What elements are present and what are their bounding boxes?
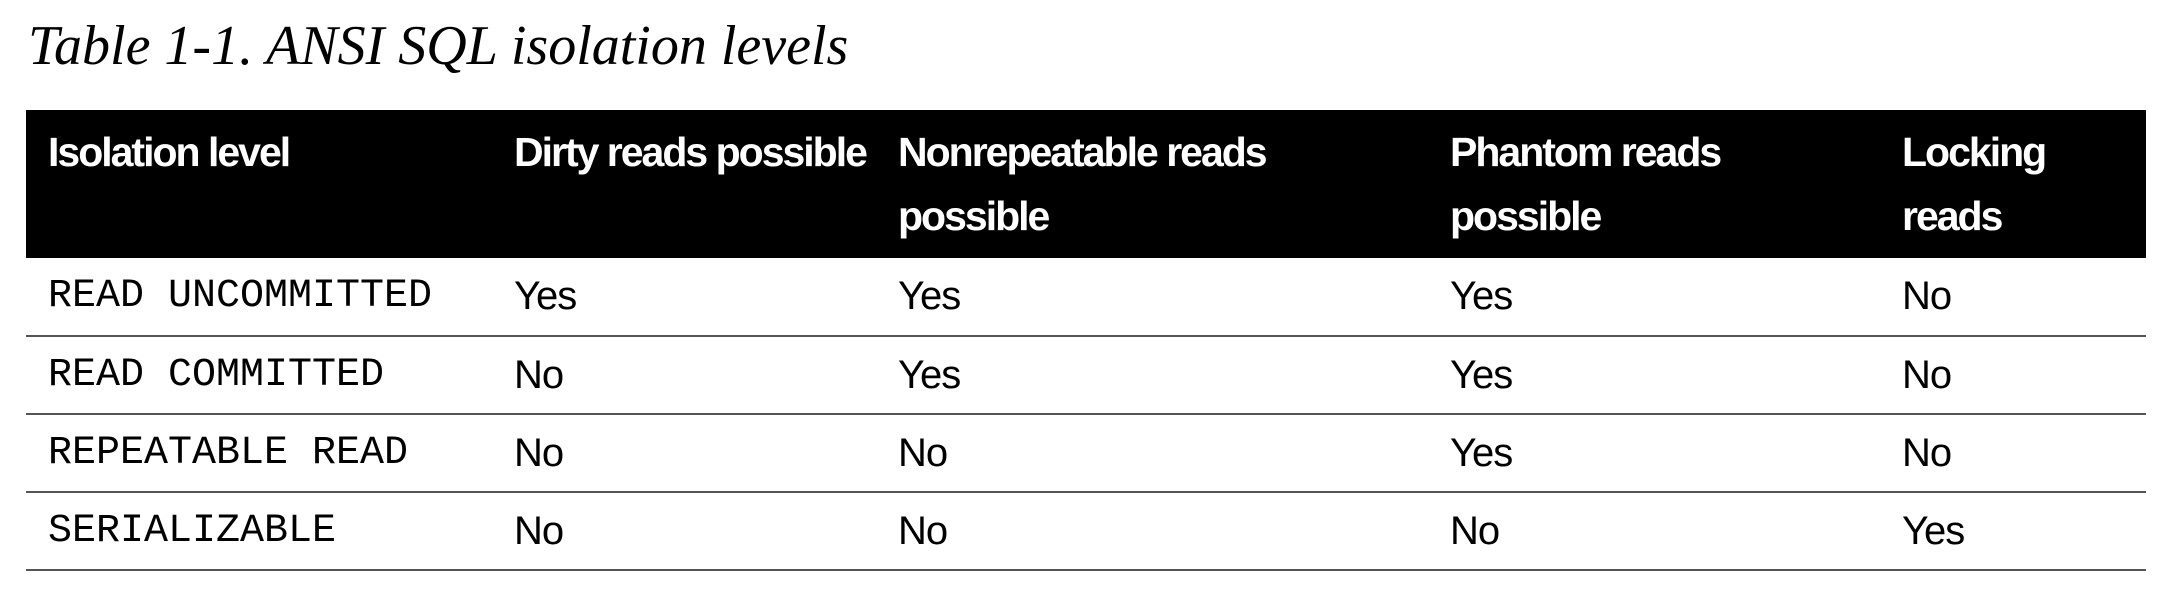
cell-nonrepeatable-reads: No	[876, 492, 1428, 571]
table-header-row: Isolation level Dirty reads possible Non…	[26, 110, 2146, 258]
table-row: SERIALIZABLE No No No Yes	[26, 492, 2146, 571]
cell-nonrepeatable-reads: Yes	[876, 336, 1428, 415]
cell-nonrepeatable-reads: Yes	[876, 258, 1428, 337]
cell-phantom-reads: Yes	[1428, 336, 1880, 415]
cell-phantom-reads: Yes	[1428, 414, 1880, 493]
isolation-levels-table: Isolation level Dirty reads possible Non…	[26, 110, 2146, 571]
cell-locking-reads: No	[1880, 258, 2146, 337]
table-caption: Table 1-1. ANSI SQL isolation levels	[28, 15, 849, 77]
cell-isolation-level: READ COMMITTED	[26, 336, 492, 415]
table-row: READ UNCOMMITTED Yes Yes Yes No	[26, 258, 2146, 337]
cell-dirty-reads: No	[492, 414, 876, 493]
cell-locking-reads: Yes	[1880, 492, 2146, 571]
cell-phantom-reads: Yes	[1428, 258, 1880, 337]
table-row: REPEATABLE READ No No Yes No	[26, 414, 2146, 493]
header-dirty-reads: Dirty reads possible	[514, 129, 868, 175]
header-phantom-reads: Phantom reads possible	[1450, 129, 1722, 239]
cell-isolation-level: SERIALIZABLE	[26, 492, 492, 571]
cell-isolation-level: READ UNCOMMITTED	[26, 258, 492, 337]
header-nonrepeatable-reads: Nonrepeatable reads possible	[898, 129, 1268, 239]
cell-dirty-reads: Yes	[492, 258, 876, 337]
cell-dirty-reads: No	[492, 336, 876, 415]
cell-locking-reads: No	[1880, 336, 2146, 415]
cell-locking-reads: No	[1880, 414, 2146, 493]
header-locking-reads: Locking reads	[1902, 129, 2047, 239]
cell-nonrepeatable-reads: No	[876, 414, 1428, 493]
cell-dirty-reads: No	[492, 492, 876, 571]
table-row: READ COMMITTED No Yes Yes No	[26, 336, 2146, 415]
header-isolation-level: Isolation level	[48, 129, 291, 175]
cell-phantom-reads: No	[1428, 492, 1880, 571]
cell-isolation-level: REPEATABLE READ	[26, 414, 492, 493]
